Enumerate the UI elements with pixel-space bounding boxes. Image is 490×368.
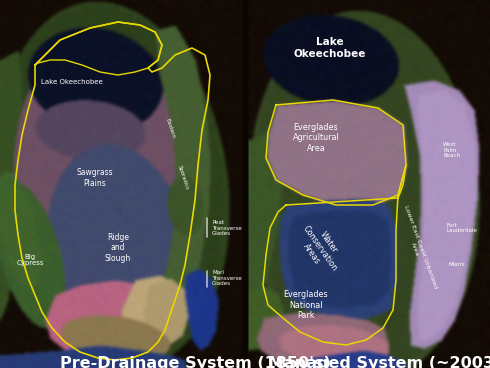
Text: Everglades
National
Park: Everglades National Park (284, 290, 328, 320)
Text: Big
Cypress: Big Cypress (16, 254, 44, 266)
Text: Lake
Okeechobee: Lake Okeechobee (294, 37, 366, 59)
Text: Lake Okeechobee: Lake Okeechobee (41, 79, 103, 85)
Text: Pre-Drainage System (1850's): Pre-Drainage System (1850's) (60, 356, 331, 368)
Text: Miami: Miami (448, 262, 465, 268)
Text: Everglades
Agricultural
Area: Everglades Agricultural Area (293, 123, 340, 153)
Text: Marl
Transverse
Glades: Marl Transverse Glades (212, 270, 242, 286)
Text: Water
Conservation
Areas: Water Conservation Areas (293, 217, 347, 278)
Text: Lower East Coast Urbanized
Area: Lower East Coast Urbanized Area (398, 205, 438, 291)
Text: Managed System (~2003): Managed System (~2003) (268, 356, 490, 368)
Text: Sawgrass
Plains: Sawgrass Plains (77, 168, 113, 188)
Text: Sporadics: Sporadics (176, 165, 189, 191)
Text: Ridge
and
Slough: Ridge and Slough (105, 233, 131, 263)
Text: West
Palm
Beach: West Palm Beach (443, 142, 460, 158)
Text: Eastern: Eastern (165, 117, 175, 139)
Text: Peat
Transverse
Glades: Peat Transverse Glades (212, 220, 242, 236)
Text: Fort
Lauderdale: Fort Lauderdale (446, 223, 477, 233)
